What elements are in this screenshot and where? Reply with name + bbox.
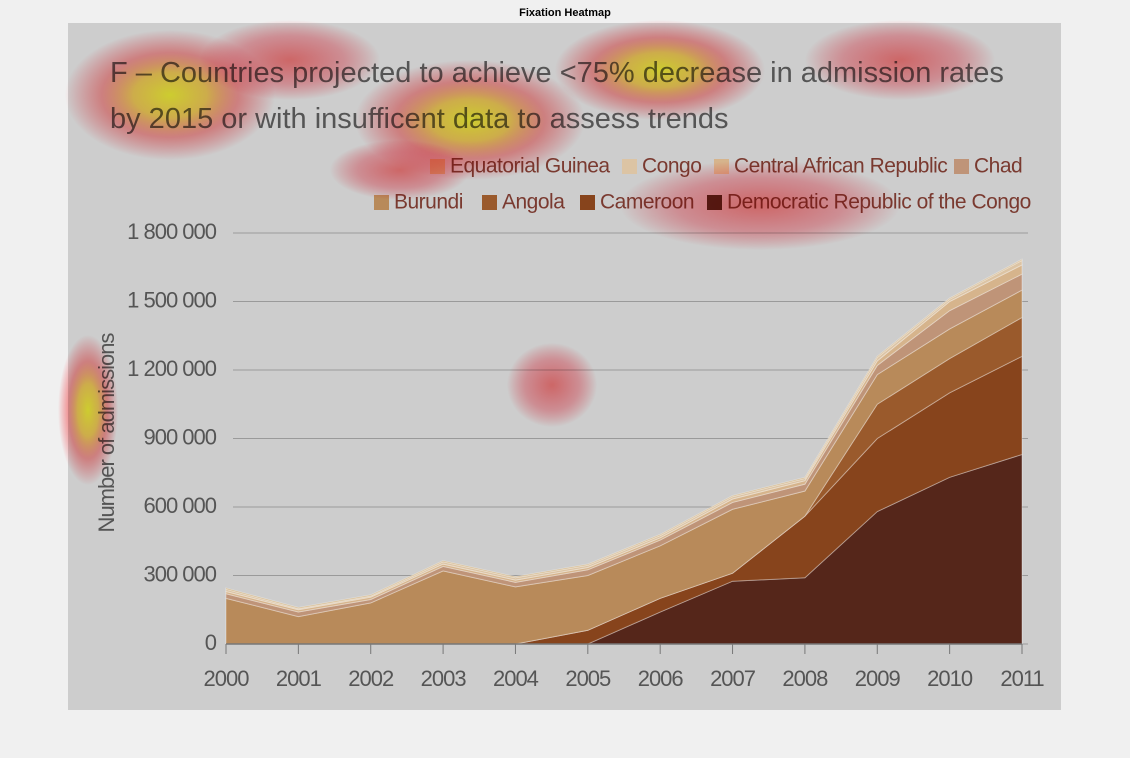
x-tick-label: 2003 [421,666,467,691]
y-tick-label: 600 000 [143,493,216,518]
y-tick-label: 300 000 [143,561,216,586]
legend-label: Angola [502,191,565,214]
x-tick-label: 2005 [565,666,611,691]
legend-swatch [622,159,637,174]
y-tick-label: 1 800 000 [127,219,217,244]
x-tick-label: 2001 [276,666,322,691]
x-tick-label: 2010 [927,666,973,691]
fixation [330,140,470,200]
area [225,264,1023,613]
fixation [805,20,995,100]
y-tick-label: 1 500 000 [127,287,217,312]
x-tick-label: 2007 [710,666,756,691]
x-tick-label: 2006 [638,666,684,691]
fixation [555,20,765,120]
legend-swatch [482,195,497,210]
x-tick-label: 2009 [855,666,901,691]
y-tick-label: 1 200 000 [127,356,217,381]
x-tick-label: 2004 [493,666,539,691]
area [225,273,1023,618]
heading: Fixation Heatmap [519,7,611,19]
x-tick-label: 2008 [782,666,828,691]
fixation [507,343,597,427]
heatmap [58,20,995,485]
y-tick-label: 900 000 [143,424,216,449]
fixation [200,20,380,100]
fixation [620,160,900,250]
x-tick-label: 2002 [348,666,394,691]
x-tick-label: 2000 [204,666,250,691]
legend-swatch [580,195,595,210]
legend-label: Chad [974,155,1022,178]
area [225,258,1023,610]
legend-swatch [954,159,969,174]
fixation [58,335,118,485]
y-tick-label: 0 [205,630,217,655]
chart: 0 300 000 600 000 900 000 1 200 000 1 500 000… [94,155,1046,691]
x-tick-label: 2011 [1000,666,1044,691]
